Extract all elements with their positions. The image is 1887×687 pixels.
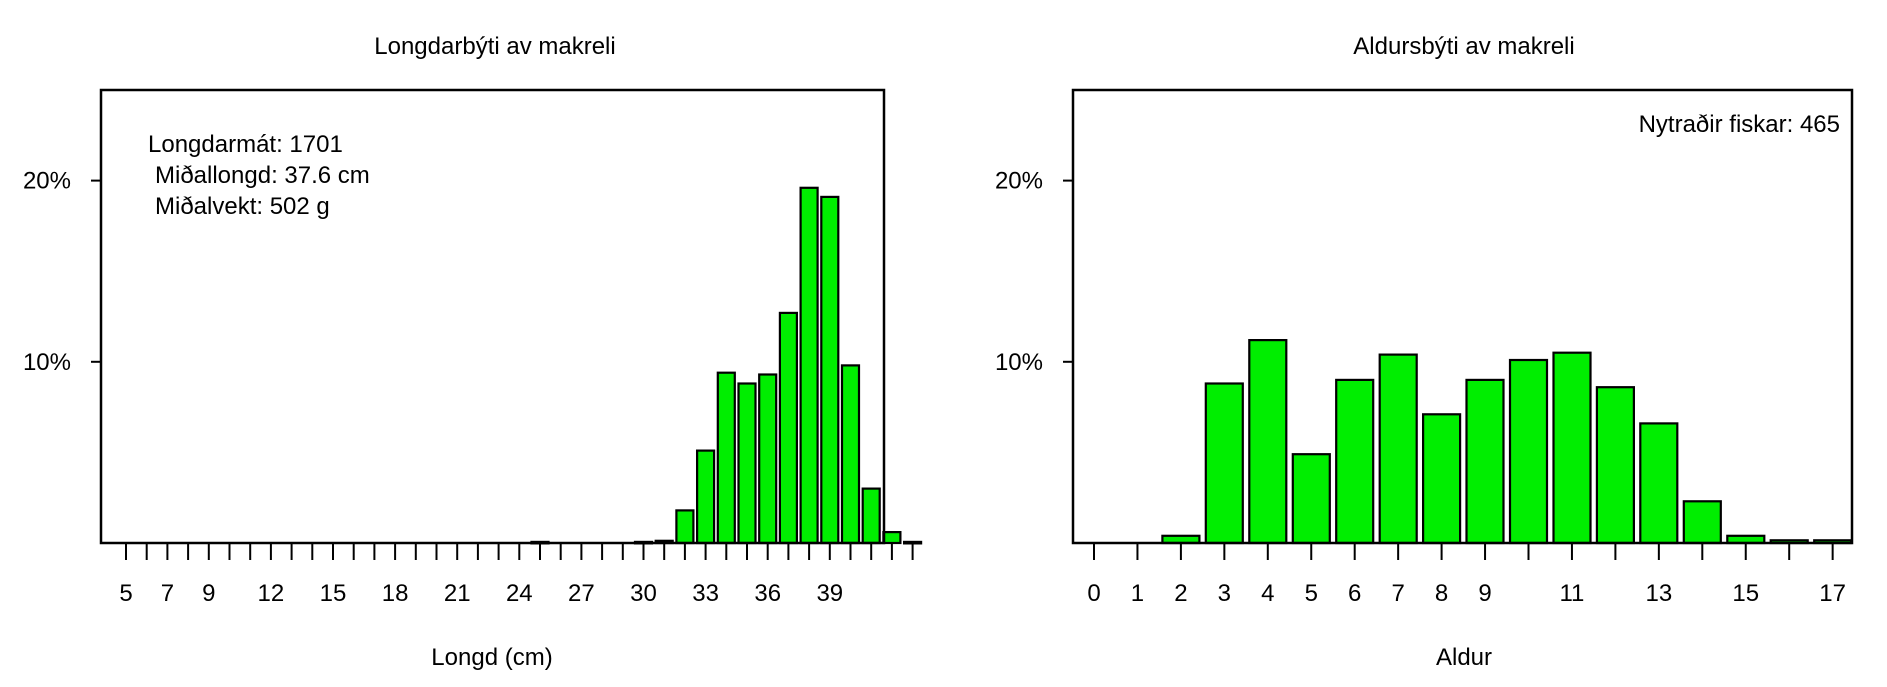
bar [1421, 413, 1462, 545]
bar [675, 509, 695, 545]
annotation-line: Nytraðir fiskar: 465 [1639, 111, 1840, 138]
y-tick-label: 20% [995, 168, 1043, 195]
x-tick-label: 17 [1819, 580, 1846, 607]
bar [840, 364, 861, 545]
x-tick-label: 15 [1732, 580, 1759, 607]
y-tick-label: 20% [23, 168, 71, 195]
bar [1465, 378, 1505, 545]
bar [882, 530, 902, 545]
bar [1204, 382, 1244, 545]
bar [758, 373, 778, 545]
bar [1378, 353, 1418, 545]
bar [820, 195, 840, 545]
age-chart: Aldursbýti av makreli 10% 20% 0 1 2 3 4 5 6 7 8 9 1… [995, 33, 1854, 671]
x-tick-label: 21 [444, 580, 471, 607]
bar [695, 449, 716, 545]
x-tick-label: 5 [119, 580, 132, 607]
length-chart: Longdarbýti av makreli 10% 20% 5 7 9 12 15 18 2… [23, 33, 923, 671]
bar [716, 371, 736, 545]
x-tick-label: 9 [1478, 580, 1491, 607]
bar [902, 540, 923, 545]
bar [1682, 500, 1722, 545]
bar [1595, 386, 1636, 545]
age-plot-frame [1071, 88, 1854, 545]
age-bars [1161, 339, 1853, 545]
x-tick-label: 2 [1174, 580, 1187, 607]
bar [1508, 358, 1549, 545]
x-tick-label: 27 [568, 580, 595, 607]
x-tick-label: 7 [161, 580, 174, 607]
bar [737, 382, 757, 545]
x-tick-label: 24 [506, 580, 533, 607]
x-tick-label: 0 [1087, 580, 1100, 607]
age-y-axis: 10% 20% [995, 168, 1073, 376]
x-tick-label: 1 [1131, 580, 1144, 607]
x-tick-label: 11 [1559, 580, 1584, 607]
x-tick-label: 9 [202, 580, 215, 607]
x-tick-label: 36 [754, 580, 781, 607]
bar [799, 186, 819, 545]
x-tick-label: 15 [320, 580, 347, 607]
age-x-axis-label: Aldur [1436, 644, 1492, 671]
x-tick-label: 18 [382, 580, 409, 607]
length-bars [530, 186, 923, 545]
x-tick-label: 12 [258, 580, 285, 607]
x-tick-label: 33 [692, 580, 719, 607]
length-annotation: Longdarmát: 1701 Miðallongd: 37.6 cm Miðal… [148, 131, 370, 220]
length-plot-frame [99, 88, 886, 545]
x-tick-label: 4 [1261, 580, 1274, 607]
annotation-line: Miðallongd: 37.6 cm [155, 162, 370, 189]
length-x-axis-label: Longd (cm) [431, 644, 552, 671]
x-tick-label: 13 [1645, 580, 1672, 607]
bar [1552, 351, 1592, 545]
length-y-axis: 10% 20% [23, 168, 101, 376]
length-x-axis: 5 7 9 12 15 18 21 24 27 30 33 36 39 [119, 544, 914, 607]
x-tick-label: 30 [630, 580, 657, 607]
x-tick-label: 39 [816, 580, 843, 607]
y-tick-label: 10% [995, 349, 1043, 376]
y-tick-label: 10% [23, 349, 71, 376]
bar [1335, 378, 1375, 545]
bar [1639, 422, 1679, 545]
bar [861, 487, 881, 545]
annotation-line: Longdarmát: 1701 [148, 131, 343, 158]
x-tick-label: 3 [1218, 580, 1231, 607]
x-tick-label: 6 [1348, 580, 1361, 607]
age-annotation: Nytraðir fiskar: 465 [1639, 111, 1840, 138]
length-chart-title: Longdarbýti av makreli [374, 33, 615, 60]
age-chart-title: Aldursbýti av makreli [1353, 33, 1574, 60]
bar [1248, 339, 1288, 545]
x-tick-label: 5 [1305, 580, 1318, 607]
bar [778, 311, 799, 545]
x-tick-label: 8 [1435, 580, 1448, 607]
x-tick-label: 7 [1391, 580, 1404, 607]
annotation-line: Miðalvekt: 502 g [155, 193, 330, 220]
age-x-axis: 0 1 2 3 4 5 6 7 8 9 11 13 15 17 [1087, 544, 1846, 607]
bar [1291, 453, 1331, 545]
